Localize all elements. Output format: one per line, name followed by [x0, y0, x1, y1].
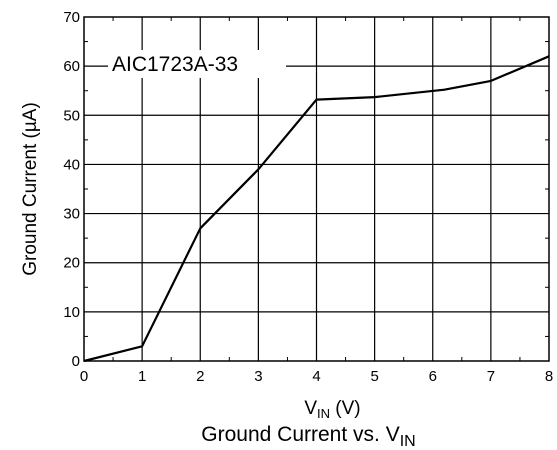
x-axis-title-main: V [304, 398, 317, 419]
plot-frame [83, 16, 550, 362]
series-line [83, 55, 550, 363]
annotation-background [108, 50, 286, 78]
y-tick-label: 70 [63, 9, 80, 26]
x-tick-label: 8 [545, 368, 553, 385]
x-axis-title-subscript: IN [317, 406, 330, 421]
y-tick-labels: 0 10 20 30 40 50 60 70 [63, 9, 80, 370]
x-tick-label: 3 [254, 368, 262, 385]
minor-ticks [84, 17, 549, 361]
y-tick-label: 10 [63, 304, 80, 321]
x-axis-title-unit: (V) [330, 398, 361, 419]
x-tick-label: 6 [429, 368, 437, 385]
x-tick-label: 2 [196, 368, 204, 385]
y-tick-label: 20 [63, 255, 80, 272]
chart-title-subscript: IN [400, 433, 416, 450]
chart-title: Ground Current vs. VIN [201, 423, 415, 450]
y-tick-label: 40 [63, 156, 80, 173]
y-tick-label: 30 [63, 206, 80, 223]
x-tick-label: 7 [487, 368, 495, 385]
y-tick-label: 60 [63, 58, 80, 75]
x-tick-label: 1 [138, 368, 146, 385]
y-tick-label: 50 [63, 107, 80, 124]
x-tick-label: 4 [312, 368, 320, 385]
part-number-annotation: AIC1723A-33 [112, 53, 238, 76]
y-tick-label: 0 [72, 353, 80, 370]
x-tick-label: 0 [80, 368, 88, 385]
x-tick-labels: 0 1 2 3 4 5 6 7 8 [80, 368, 553, 385]
x-tick-label: 5 [370, 368, 378, 385]
chart-title-main: Ground Current vs. V [201, 423, 399, 446]
x-axis-title: VIN (V) [304, 398, 360, 421]
y-axis-title: Ground Current (µA) [20, 102, 41, 276]
